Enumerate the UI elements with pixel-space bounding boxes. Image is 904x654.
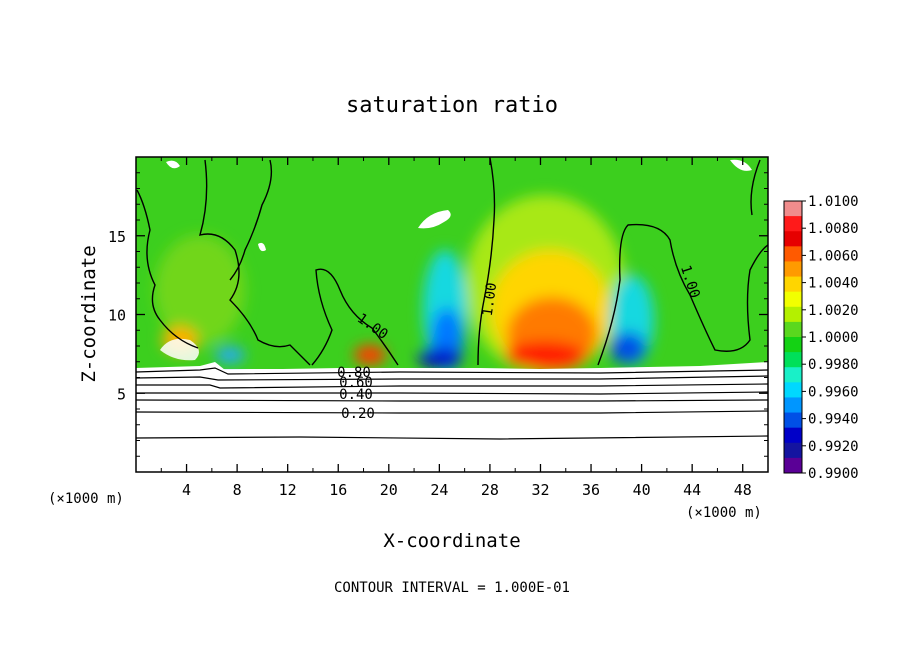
chart-title: saturation ratio xyxy=(346,93,558,118)
y-tick-label: 10 xyxy=(108,307,126,325)
contour-lines-lower xyxy=(136,367,768,440)
colorbar-label: 1.0020 xyxy=(808,303,859,319)
colorbar-label: 1.0000 xyxy=(808,330,859,346)
contour-line xyxy=(136,391,768,395)
y-axis-ticks: 5 10 15 xyxy=(108,172,768,457)
colorbar-swatch xyxy=(784,382,802,398)
contour-label: 0.60 xyxy=(339,375,373,391)
colorbar-label: 0.9920 xyxy=(808,439,859,455)
field-gap xyxy=(166,160,180,169)
colorbar-swatch xyxy=(784,231,802,247)
contour-line xyxy=(136,375,768,381)
contour-line xyxy=(229,159,273,281)
contour-line xyxy=(597,223,768,366)
x-unit-label: (×1000 m) xyxy=(686,505,762,521)
field-red-spot xyxy=(354,345,386,365)
plot-area xyxy=(136,157,768,472)
contour-line xyxy=(136,189,199,349)
colorbar-label: 1.0040 xyxy=(808,276,859,292)
colorbar-label: 1.0060 xyxy=(808,248,859,264)
x-tick-label: 24 xyxy=(430,481,448,499)
colorbar-swatch xyxy=(784,276,802,293)
contour-line xyxy=(477,157,496,366)
colorbar-swatch xyxy=(784,306,802,323)
colorbar-swatch xyxy=(784,412,802,429)
colorbar: 1.0100 1.0080 1.0060 1.0040 1.0020 1.0000 0.99… xyxy=(783,194,859,482)
colorbar-swatch xyxy=(784,201,802,217)
x-tick-label: 12 xyxy=(279,481,297,499)
field-patch-left xyxy=(155,235,245,345)
contour-line xyxy=(136,435,768,440)
contour-line xyxy=(136,410,768,414)
colorbar-label: 1.0100 xyxy=(808,194,859,210)
contour-label: 0.20 xyxy=(341,406,375,422)
contour-line xyxy=(750,159,761,216)
x-tick-label: 16 xyxy=(329,481,347,499)
field-blue-plume-2 xyxy=(610,332,646,364)
colorbar-label: 0.9960 xyxy=(808,384,859,400)
surface-region xyxy=(136,362,768,472)
contour-label: 0.40 xyxy=(339,387,373,403)
contour-label: 1.00 xyxy=(480,282,501,318)
colorbar-swatch xyxy=(784,261,802,278)
colorbar-swatch xyxy=(784,442,802,459)
colorbar-swatch xyxy=(784,216,802,232)
colorbar-label: 0.9900 xyxy=(808,466,859,482)
x-axis-label: X-coordinate xyxy=(383,530,520,552)
x-tick-label: 8 xyxy=(233,481,242,499)
colorbar-swatch xyxy=(784,457,802,474)
colorbar-swatch xyxy=(784,337,802,353)
colorbar-label: 0.9980 xyxy=(808,357,859,373)
field-red-core xyxy=(505,341,585,369)
y-axis-label: Z-coordinate xyxy=(78,245,100,382)
contour-lines-1.00 xyxy=(136,157,768,366)
contour-line xyxy=(136,367,768,375)
contour-line xyxy=(311,268,399,366)
contour-label: 0.80 xyxy=(337,365,371,381)
x-tick-label: 28 xyxy=(481,481,499,499)
colorbar-swatch xyxy=(784,427,802,444)
y-tick-label: 5 xyxy=(117,385,126,403)
field-gap xyxy=(258,242,266,252)
x-tick-label: 48 xyxy=(734,481,752,499)
x-tick-label: 32 xyxy=(531,481,549,499)
x-tick-label: 44 xyxy=(683,481,701,499)
contour-interval-note: CONTOUR INTERVAL = 1.000E-01 xyxy=(334,580,570,596)
z-unit-label: (×1000 m) xyxy=(48,491,124,507)
field-gap xyxy=(730,159,752,171)
x-axis-ticks: 4 8 12 16 20 24 28 32 36 40 44 48 xyxy=(160,157,752,499)
y-tick-label: 15 xyxy=(108,228,126,246)
contour-line xyxy=(198,159,311,366)
colorbar-label: 1.0080 xyxy=(808,221,859,237)
colorbar-swatch xyxy=(784,246,802,262)
x-tick-label: 20 xyxy=(380,481,398,499)
field-gap xyxy=(418,210,451,229)
x-tick-label: 4 xyxy=(182,481,191,499)
x-tick-label: 36 xyxy=(582,481,600,499)
field-blue-spot xyxy=(215,347,245,363)
saturation-field xyxy=(136,157,768,375)
colorbar-swatch xyxy=(784,291,802,308)
x-tick-label: 40 xyxy=(633,481,651,499)
colorbar-swatch xyxy=(784,321,802,338)
colorbar-swatch xyxy=(784,397,802,414)
colorbar-swatch xyxy=(784,352,802,368)
contour-line xyxy=(136,383,768,389)
field-dark-blue xyxy=(418,348,462,368)
colorbar-label: 0.9940 xyxy=(808,412,859,428)
colorbar-swatch xyxy=(784,367,802,383)
contour-line xyxy=(136,399,768,402)
